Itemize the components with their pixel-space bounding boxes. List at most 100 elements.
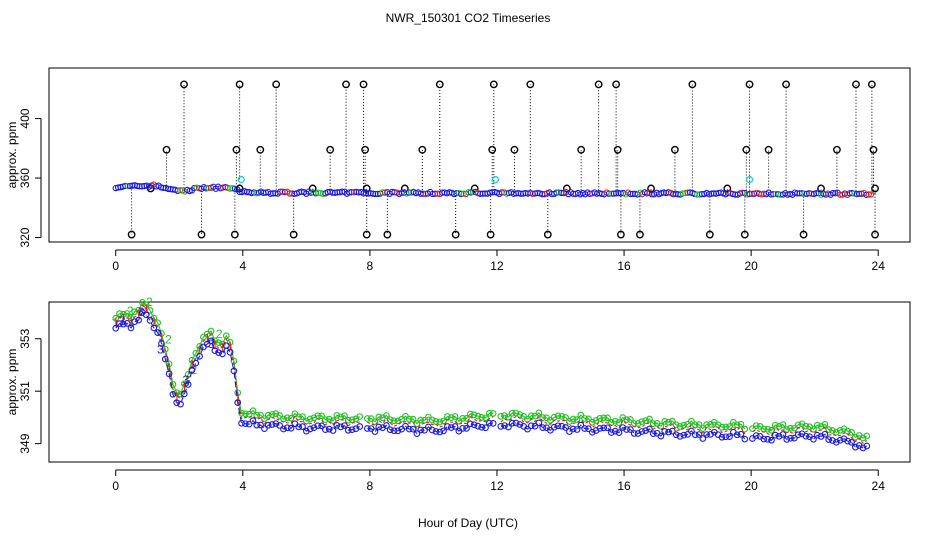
- series-3-point: [768, 436, 775, 444]
- series-2-point: [383, 412, 390, 419]
- series-3-point: [280, 425, 287, 433]
- series-3-point: [485, 419, 493, 427]
- series-3-point: [127, 324, 135, 332]
- series-3-point: [581, 425, 589, 432]
- series-2-point: [516, 411, 524, 418]
- series-2-point: [261, 415, 268, 423]
- series-1-marker: 1: [158, 331, 165, 345]
- series-3-point: [123, 320, 131, 327]
- series-2-point: [836, 426, 844, 434]
- bottom-x-tick-label: 8: [367, 479, 374, 493]
- spike-marker-low: [230, 230, 239, 239]
- series-3-point: [508, 419, 516, 427]
- series-3-point: [821, 430, 829, 438]
- series-3-point: [478, 423, 486, 431]
- spike-marker-mid: [488, 145, 497, 154]
- top-x-tick-label: 24: [872, 259, 886, 273]
- spike-marker-mid: [418, 145, 427, 154]
- series-2-point: [619, 414, 627, 421]
- series-3-point: [482, 424, 489, 432]
- series-2-point: [512, 409, 520, 417]
- series-2-point: [356, 413, 364, 420]
- series-3-point: [752, 432, 760, 439]
- series-1-marker: 1: [212, 338, 219, 352]
- spike-marker-high: [688, 80, 697, 89]
- series-3-point: [588, 428, 596, 436]
- series-3-point: [787, 434, 794, 442]
- spike-marker-high: [435, 80, 444, 89]
- series-2-point: [604, 414, 611, 422]
- series-3-point: [657, 432, 665, 440]
- series-2-point: [177, 390, 184, 398]
- series-3-point: [463, 425, 470, 432]
- series-2-point: [295, 413, 303, 421]
- spike-marker-mid: [742, 145, 751, 154]
- series-2-point: [829, 427, 836, 434]
- series-3-point: [741, 435, 749, 443]
- series-2-point: [322, 416, 329, 424]
- series-3-marker: 3: [208, 337, 215, 351]
- series-3-point: [642, 427, 650, 434]
- series-2-point: [173, 389, 181, 397]
- series-2-point: [737, 420, 745, 428]
- series-3-point: [573, 426, 581, 433]
- series-3-point: [238, 419, 245, 427]
- series-2-point: [421, 416, 428, 424]
- x-axis-label: Hour of Day (UTC): [418, 516, 518, 530]
- top-x-tick-label: 0: [112, 259, 119, 273]
- series-3-point: [257, 421, 264, 429]
- series-2-point: [363, 415, 371, 422]
- series-3-point: [283, 424, 291, 432]
- series-3-marker: 3: [157, 342, 164, 356]
- series-3-point: [722, 433, 730, 441]
- series-3-point: [119, 320, 127, 328]
- spike-marker-high: [272, 80, 281, 89]
- series-2-point: [562, 414, 569, 421]
- series-3-point: [512, 419, 520, 427]
- spike-marker-mid: [869, 145, 878, 154]
- series-3-point: [234, 399, 242, 407]
- spike-marker-high: [782, 80, 790, 89]
- series-3-point: [249, 417, 257, 425]
- series-2-point: [718, 423, 726, 431]
- series-2-marker: 2: [127, 304, 134, 318]
- series-3-point: [794, 431, 802, 439]
- series-3-point: [695, 431, 703, 438]
- series-3-point: [760, 435, 768, 443]
- series-3-point: [363, 425, 371, 432]
- bottom-y-tick-label: 349: [18, 433, 32, 453]
- spike-marker-high: [180, 80, 188, 89]
- series-3-marker: 3: [119, 314, 126, 328]
- series-3-point: [180, 390, 188, 398]
- series-3-point: [672, 431, 680, 439]
- series-3-point: [356, 423, 364, 430]
- series-2-point: [333, 412, 341, 419]
- top-spike-group: [127, 80, 879, 239]
- bottom-y-tick-label: 351: [18, 381, 32, 401]
- spike-marker-small: [470, 184, 479, 193]
- spike-marker-high: [359, 80, 368, 89]
- series-2-point: [741, 425, 749, 433]
- series-3-point: [844, 437, 852, 445]
- series-3-point: [306, 425, 314, 433]
- series-3-point: [131, 318, 139, 326]
- series-3-point: [619, 424, 627, 431]
- series-2-point: [832, 428, 840, 436]
- series-2-point: [180, 380, 188, 388]
- series-2-point: [451, 413, 459, 420]
- series-2-point: [337, 413, 345, 421]
- series-3-point: [749, 435, 756, 442]
- series-3-point: [432, 428, 440, 435]
- series-2-point: [524, 415, 531, 423]
- spike-marker-high: [342, 80, 350, 89]
- series-3-point: [371, 428, 379, 436]
- series-3-point: [135, 316, 142, 324]
- series-2-point: [142, 301, 150, 309]
- spike-marker-low: [799, 230, 808, 239]
- series-2-point: [123, 310, 131, 317]
- series-1-marker: 1: [227, 340, 234, 354]
- series-2-point: [306, 415, 314, 423]
- series-2-marker: 2: [190, 363, 197, 377]
- series-3-point: [562, 424, 569, 431]
